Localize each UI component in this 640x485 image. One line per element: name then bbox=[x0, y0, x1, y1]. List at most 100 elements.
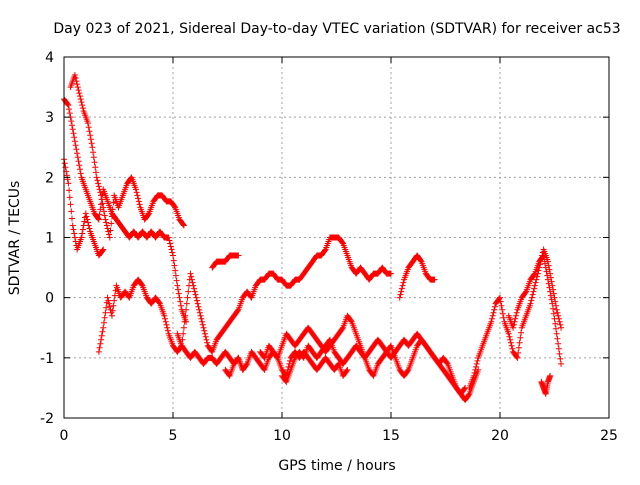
data-point bbox=[106, 303, 113, 310]
series-track-f bbox=[209, 252, 242, 271]
data-point bbox=[76, 166, 83, 173]
data-point bbox=[176, 294, 183, 301]
data-point bbox=[173, 277, 180, 284]
data-point bbox=[90, 149, 97, 156]
data-point bbox=[204, 339, 211, 346]
data-point bbox=[512, 315, 519, 322]
data-point bbox=[553, 330, 560, 337]
data-point bbox=[404, 367, 411, 374]
data-point bbox=[74, 81, 81, 88]
data-point bbox=[531, 285, 538, 292]
data-point bbox=[82, 210, 89, 217]
data-point bbox=[208, 347, 215, 354]
data-point bbox=[417, 257, 424, 264]
data-point bbox=[497, 298, 504, 305]
data-point bbox=[65, 180, 72, 187]
data-point bbox=[555, 345, 562, 352]
data-point bbox=[172, 267, 179, 274]
data-point bbox=[73, 146, 80, 153]
data-point bbox=[95, 216, 102, 223]
data-point bbox=[326, 337, 333, 344]
data-point bbox=[180, 330, 187, 337]
data-point bbox=[499, 306, 506, 313]
data-point bbox=[200, 324, 207, 331]
data-point bbox=[443, 359, 450, 366]
data-point bbox=[549, 300, 556, 307]
data-point bbox=[96, 186, 103, 193]
series-track-i bbox=[279, 330, 469, 397]
data-point bbox=[167, 243, 174, 250]
data-point bbox=[102, 216, 109, 223]
data-point bbox=[488, 318, 495, 325]
data-point bbox=[111, 292, 118, 299]
data-point bbox=[162, 318, 169, 325]
data-point bbox=[75, 87, 82, 94]
data-point bbox=[84, 216, 91, 223]
data-point bbox=[400, 279, 407, 286]
data-point bbox=[95, 180, 102, 187]
data-point bbox=[71, 230, 78, 237]
data-point bbox=[547, 372, 554, 379]
data-point bbox=[184, 294, 191, 301]
data-point bbox=[343, 367, 350, 374]
data-point bbox=[556, 350, 563, 357]
data-point bbox=[182, 312, 189, 319]
data-point bbox=[188, 276, 195, 283]
data-point bbox=[89, 144, 96, 151]
data-point bbox=[548, 296, 555, 303]
data-point bbox=[547, 288, 554, 295]
chart-title: Day 023 of 2021, Sidereal Day-to-day VTE… bbox=[53, 21, 620, 37]
x-tick-label: 10 bbox=[273, 428, 291, 444]
data-point bbox=[125, 293, 132, 300]
data-point bbox=[496, 295, 503, 302]
x-tick-label: 20 bbox=[491, 428, 509, 444]
data-point bbox=[136, 201, 143, 208]
data-point bbox=[85, 222, 92, 229]
data-point bbox=[530, 288, 537, 295]
data-point bbox=[64, 101, 71, 108]
data-point bbox=[135, 198, 142, 205]
data-point bbox=[166, 237, 173, 244]
data-point bbox=[77, 170, 84, 177]
data-point bbox=[162, 315, 169, 322]
data-point bbox=[507, 339, 514, 346]
data-point bbox=[558, 360, 565, 367]
data-point bbox=[491, 306, 498, 313]
data-point bbox=[177, 302, 184, 309]
data-point bbox=[183, 300, 190, 307]
data-point bbox=[339, 239, 346, 246]
data-point bbox=[199, 321, 206, 328]
data-point bbox=[193, 297, 200, 304]
data-point bbox=[388, 270, 394, 277]
data-point bbox=[531, 271, 538, 278]
y-tick-label: 3 bbox=[45, 110, 54, 126]
data-point bbox=[97, 340, 104, 347]
data-point bbox=[68, 215, 75, 222]
data-point bbox=[473, 360, 480, 367]
data-point bbox=[540, 252, 547, 259]
data-point bbox=[225, 371, 232, 378]
data-point bbox=[260, 353, 267, 360]
series-track-d bbox=[95, 276, 246, 373]
data-point bbox=[66, 110, 73, 117]
data-point bbox=[71, 138, 78, 145]
data-point bbox=[174, 282, 181, 289]
data-point bbox=[528, 297, 535, 304]
data-point bbox=[96, 344, 103, 351]
x-tick-label: 25 bbox=[600, 428, 618, 444]
data-point bbox=[195, 303, 202, 310]
data-point bbox=[544, 272, 551, 279]
data-point bbox=[197, 312, 204, 319]
data-point bbox=[93, 174, 100, 181]
data-point bbox=[101, 212, 108, 219]
data-point bbox=[104, 294, 111, 301]
data-point bbox=[544, 276, 551, 283]
data-point bbox=[175, 290, 182, 297]
y-axis-label: SDTVAR / TECUs bbox=[7, 181, 23, 296]
data-point bbox=[498, 302, 505, 309]
series-track-b bbox=[61, 96, 190, 325]
data-point bbox=[86, 225, 93, 232]
data-point bbox=[105, 297, 112, 304]
data-point bbox=[545, 280, 552, 287]
